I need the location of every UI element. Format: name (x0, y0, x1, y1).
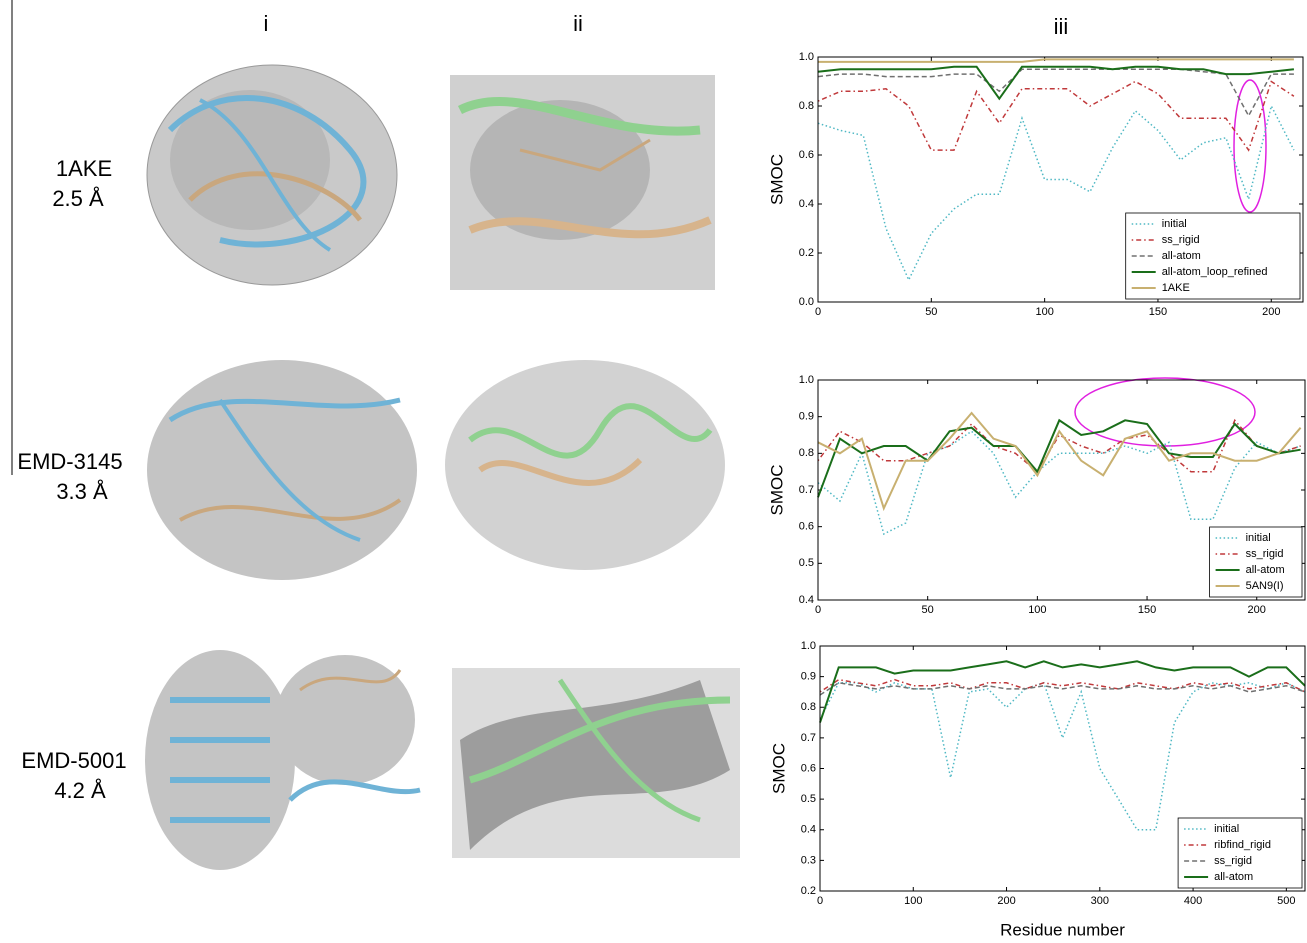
x-tick-label: 400 (1184, 895, 1202, 907)
x-tick-label: 100 (1035, 306, 1053, 318)
legend-label: initial (1246, 532, 1271, 544)
legend-label: 5AN9(I) (1246, 580, 1284, 592)
row-label: 2.5 Å (52, 186, 104, 211)
series-line (817, 68, 1294, 118)
series-line (817, 430, 1301, 536)
x-tick-label: 100 (1028, 604, 1046, 616)
series-line (818, 58, 1294, 63)
y-tick-label: 0.8 (799, 100, 814, 112)
series-line (817, 411, 1302, 512)
legend-label: ss_rigid (1162, 234, 1200, 246)
y-tick-label: 0.4 (799, 594, 814, 606)
y-tick-label: 0.5 (801, 793, 816, 805)
x-tick-label: 200 (1248, 604, 1266, 616)
y-tick-label: 1.0 (799, 374, 814, 386)
row-label: 3.3 Å (56, 479, 108, 504)
plot-frame (819, 645, 1306, 892)
y-axis-label: SMOC (767, 465, 786, 516)
legend-label: all-atom_loop_refined (1162, 266, 1268, 278)
y-tick-label: 0.4 (799, 198, 814, 210)
legend-label: all-atom (1162, 250, 1201, 262)
row-label: EMD-3145 (17, 449, 122, 474)
series-line (817, 418, 1301, 498)
x-tick-label: 0 (815, 306, 821, 318)
structure-image (145, 650, 421, 870)
x-tick-label: 500 (1277, 895, 1295, 907)
y-tick-label: 0.2 (801, 885, 816, 897)
legend-label: 1AKE (1162, 282, 1190, 294)
y-tick-label: 0.5 (799, 557, 814, 569)
legend-label: ribfind_rigid (1214, 839, 1271, 851)
column-label: ii (573, 11, 583, 36)
series-line (817, 80, 1295, 152)
y-tick-label: 0.7 (799, 484, 814, 496)
structure-image (147, 360, 417, 580)
row-label: 4.2 Å (54, 778, 106, 803)
x-tick-label: 200 (1262, 306, 1280, 318)
structure-image (445, 360, 725, 570)
y-axis-label: SMOC (769, 743, 788, 794)
structure-image (452, 668, 740, 858)
legend-label: initial (1214, 823, 1239, 835)
structure-image (146, 64, 398, 286)
column-label: i (264, 11, 269, 36)
series-line (819, 660, 1306, 723)
x-tick-label: 150 (1138, 604, 1156, 616)
plot-frame (817, 379, 1306, 601)
y-tick-label: 0.0 (799, 296, 814, 308)
row-label: EMD-5001 (21, 748, 126, 773)
column-label: iii (1054, 14, 1069, 39)
legend-box (1125, 212, 1301, 300)
y-tick-label: 1.0 (801, 640, 816, 652)
x-tick-label: 50 (922, 604, 934, 616)
legend-label: ss_rigid (1214, 855, 1252, 867)
legend-box (1177, 817, 1303, 889)
plot-frame (817, 56, 1304, 303)
y-tick-label: 0.6 (799, 521, 814, 533)
x-axis-label: Residue number (1000, 920, 1125, 938)
x-tick-label: 0 (815, 604, 821, 616)
x-tick-label: 0 (817, 895, 823, 907)
legend-label: all-atom (1246, 564, 1285, 576)
x-tick-label: 150 (1149, 306, 1167, 318)
structure-image (450, 75, 715, 290)
y-tick-label: 0.9 (801, 671, 816, 683)
y-tick-label: 0.3 (801, 854, 816, 866)
y-tick-label: 0.8 (799, 447, 814, 459)
legend-label: ss_rigid (1246, 548, 1284, 560)
x-tick-label: 200 (997, 895, 1015, 907)
highlight (1233, 79, 1267, 213)
y-tick-label: 1.0 (799, 51, 814, 63)
series-line (817, 418, 1301, 473)
y-tick-label: 0.7 (801, 732, 816, 744)
y-tick-label: 0.9 (799, 411, 814, 423)
x-tick-label: 50 (925, 306, 937, 318)
legend-label: initial (1162, 218, 1187, 230)
series-line (817, 65, 1295, 101)
y-axis-label: SMOC (767, 154, 786, 205)
x-tick-label: 300 (1091, 895, 1109, 907)
series-line (819, 678, 1306, 693)
y-tick-label: 0.2 (799, 247, 814, 259)
y-tick-label: 0.6 (801, 762, 816, 774)
y-tick-label: 0.8 (801, 701, 816, 713)
x-tick-label: 100 (904, 895, 922, 907)
highlight (1074, 377, 1256, 447)
series-line (819, 682, 1306, 696)
series-line (819, 681, 1306, 831)
y-tick-label: 0.6 (799, 149, 814, 161)
row-label: 1AKE (56, 156, 112, 181)
y-tick-label: 0.4 (801, 824, 816, 836)
legend-label: all-atom (1214, 871, 1253, 883)
